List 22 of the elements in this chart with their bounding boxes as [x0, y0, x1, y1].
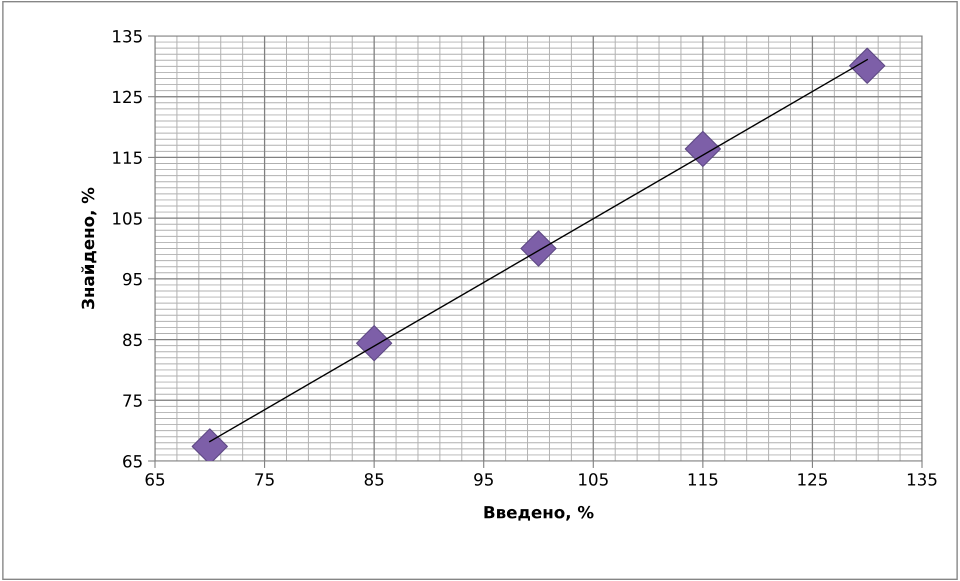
x-tick-label: 95 — [474, 473, 493, 486]
x-tick-label: 125 — [798, 473, 827, 486]
y-tick-label: 65 — [123, 454, 142, 468]
x-tick-label: 85 — [364, 473, 384, 486]
x-tick-label: 65 — [146, 473, 164, 486]
y-tick-label: 95 — [123, 272, 142, 286]
x-tick-label: 135 — [908, 473, 936, 486]
point — [849, 48, 886, 84]
y-tick-label: 75 — [123, 394, 142, 407]
x-tick-label: 105 — [579, 473, 608, 486]
y-tick-label: 115 — [113, 152, 142, 164]
x-tick-label: 115 — [688, 473, 718, 486]
point — [356, 325, 392, 362]
y-tick-label: 125 — [113, 90, 142, 104]
x-axis-title: Введено, % — [484, 506, 594, 521]
y-tick-label: 105 — [113, 212, 142, 225]
point — [684, 130, 721, 168]
y-axis-title: Знайдено, % — [81, 188, 96, 309]
point — [520, 230, 557, 267]
x-tick-label: 75 — [255, 473, 274, 486]
y-tick-label: 135 — [113, 30, 142, 43]
y-tick-label: 85 — [123, 334, 142, 346]
